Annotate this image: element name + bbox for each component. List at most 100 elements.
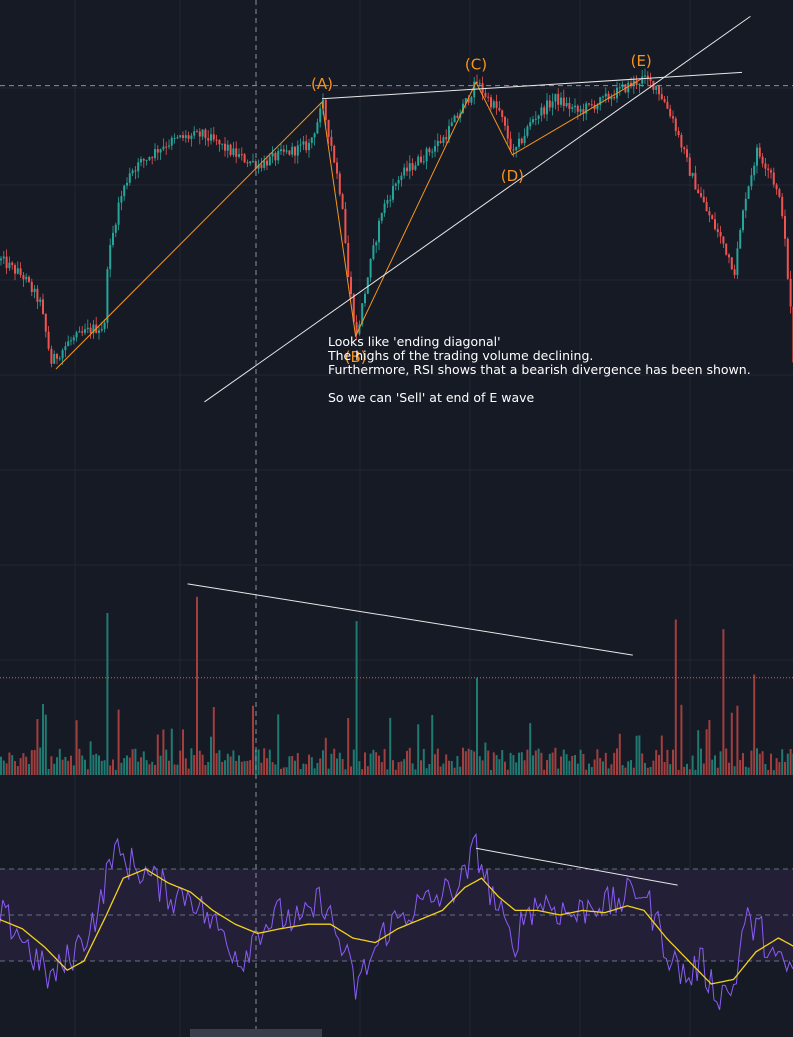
candle-body	[274, 152, 277, 161]
note-line: So we can 'Sell' at end of E wave	[328, 390, 535, 405]
candle-body	[602, 96, 604, 98]
volume-bar	[305, 764, 308, 775]
volume-bar	[621, 765, 624, 775]
volume-bar	[84, 759, 86, 775]
volume-bar	[632, 767, 635, 775]
volume-bar	[168, 760, 170, 775]
volume-bar	[257, 749, 260, 775]
wave-label-d: (D)	[501, 167, 524, 185]
candle-body	[604, 93, 607, 97]
candle-body	[758, 147, 761, 157]
candle-body	[456, 115, 459, 118]
volume-bar	[288, 756, 291, 775]
volume-bar	[406, 750, 408, 775]
volume-bar	[607, 768, 610, 775]
volume-bar	[137, 761, 140, 775]
candle-body	[319, 108, 322, 123]
volume-bar	[212, 707, 215, 775]
volume-bar	[602, 761, 604, 775]
volume-bar	[700, 748, 702, 775]
volume-bar	[691, 755, 694, 775]
candle-body	[540, 107, 543, 116]
volume-bar	[327, 768, 330, 775]
volume-bar	[688, 769, 691, 775]
candle-body	[378, 220, 380, 243]
candle-body	[596, 104, 599, 110]
volume-bar	[260, 762, 263, 775]
volume-bar	[733, 766, 736, 775]
volume-bar	[543, 769, 546, 775]
candle-body	[324, 99, 327, 120]
candle-body	[408, 163, 411, 172]
volume-bar	[165, 749, 168, 775]
volume-bar	[142, 751, 145, 775]
candle-body	[579, 109, 582, 112]
volume-bar	[16, 766, 19, 775]
candle-body	[75, 332, 78, 338]
candle-body	[453, 115, 456, 123]
candle-body	[366, 277, 369, 294]
candle-body	[72, 337, 75, 341]
candle-body	[14, 265, 16, 274]
candle-body	[691, 173, 694, 176]
volume-bar	[434, 754, 436, 775]
volume-bar	[540, 752, 543, 775]
volume-bar	[610, 764, 613, 775]
candle-body	[308, 142, 310, 151]
volume-bar	[613, 752, 616, 775]
candle-body	[481, 83, 484, 93]
volume-bar	[484, 742, 487, 775]
candle-body	[162, 146, 165, 150]
volume-bar	[187, 768, 190, 775]
volume-bar	[730, 712, 733, 775]
candle-body	[257, 164, 260, 169]
candle-body	[22, 275, 25, 280]
volume-bar	[274, 764, 277, 775]
candle-body	[565, 102, 568, 107]
candle-body	[784, 216, 786, 239]
candle-body	[683, 147, 686, 150]
volume-bar	[148, 764, 151, 775]
candle-body	[380, 213, 383, 221]
candle-body	[170, 137, 173, 146]
volume-bar	[347, 718, 350, 775]
volume-bar	[308, 754, 310, 775]
volume-bar	[649, 766, 652, 775]
volume-bar	[417, 724, 420, 775]
volume-bar	[190, 748, 193, 775]
volume-bar	[753, 674, 756, 775]
candle-body	[739, 230, 742, 249]
volume-bar	[81, 755, 84, 775]
candle-body	[285, 150, 288, 152]
candle-body	[781, 196, 784, 217]
volume-bar	[532, 755, 534, 775]
volume-bar	[761, 751, 764, 775]
volume-bar	[338, 752, 341, 775]
candle-body	[39, 299, 42, 302]
volume-bar	[364, 752, 366, 775]
volume-bar	[28, 763, 30, 775]
candle-body	[383, 203, 386, 214]
candle-body	[114, 224, 117, 233]
volume-bar	[193, 754, 196, 775]
candle-body	[425, 148, 428, 162]
wave-path	[55, 78, 642, 370]
overlay	[190, 1029, 322, 1037]
volume-bar	[655, 750, 658, 775]
rsi-lines	[0, 832, 793, 1010]
volume-bar	[156, 734, 159, 775]
volume-bar	[277, 714, 280, 775]
candle-body	[680, 135, 683, 148]
volume-bar	[100, 760, 103, 775]
candle-body	[576, 105, 579, 112]
volume-bar	[725, 748, 728, 775]
volume-bar	[2, 760, 5, 775]
candle-body	[789, 278, 792, 307]
volume-bar	[775, 758, 778, 775]
candle-body	[176, 137, 179, 139]
volume-bar	[658, 754, 660, 775]
volume-bar	[789, 749, 792, 775]
